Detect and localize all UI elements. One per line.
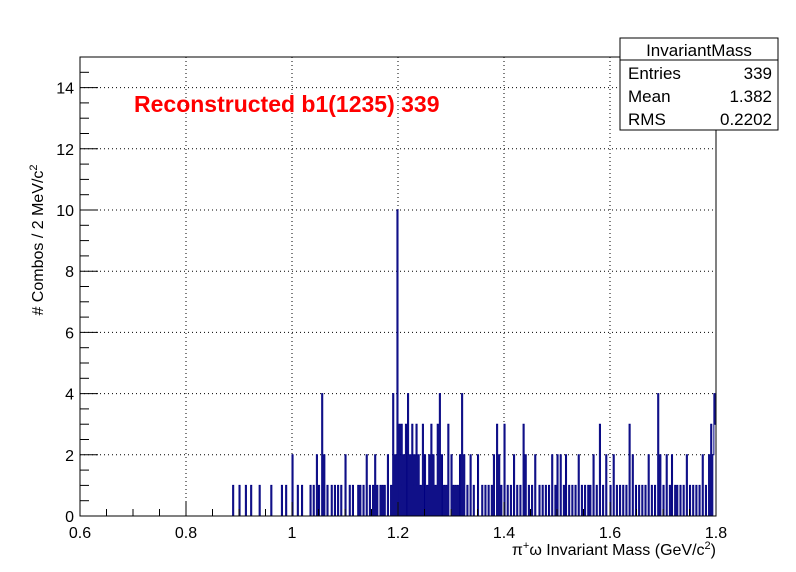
y-tick-label: 12 xyxy=(56,142,74,159)
x-axis-title: π+ω Invariant Mass (GeV/c2) xyxy=(512,540,716,559)
x-tick-label: 1.2 xyxy=(387,525,409,542)
stats-mean-label: Mean xyxy=(628,87,671,106)
y-axis-title: # Combos / 2 MeV/c2 xyxy=(28,164,47,315)
x-tick-label: 0.8 xyxy=(175,525,197,542)
grid-lines xyxy=(80,57,716,516)
y-tick-label: 6 xyxy=(65,325,74,342)
x-tick-label: 1.4 xyxy=(493,525,515,542)
y-tick-label: 2 xyxy=(65,448,74,465)
y-tick-label: 4 xyxy=(65,387,74,404)
y-tick-label: 8 xyxy=(65,264,74,281)
y-axis-ticks: 0 2 4 6 8 10 12 14 xyxy=(56,56,98,526)
y-tick-label: 14 xyxy=(56,81,74,98)
stats-rms-label: RMS xyxy=(628,110,666,129)
stats-box: InvariantMass Entries 339 Mean 1.382 RMS… xyxy=(619,37,779,131)
x-tick-label: 0.6 xyxy=(69,525,91,542)
x-tick-label: 1.6 xyxy=(599,525,621,542)
stats-entries-label: Entries xyxy=(628,64,681,83)
stats-entries-value: 339 xyxy=(744,64,772,83)
x-tick-label: 1.8 xyxy=(705,525,727,542)
stats-box-frame xyxy=(619,37,779,131)
stats-box-title: InvariantMass xyxy=(646,41,752,60)
y-tick-label: 0 xyxy=(65,509,74,526)
x-tick-label: 1 xyxy=(288,525,297,542)
y-tick-label: 10 xyxy=(56,203,74,220)
x-axis-ticks: 0.6 0.8 1 1.2 1.4 1.6 1.8 xyxy=(69,502,727,542)
stats-mean-value: 1.382 xyxy=(729,87,772,106)
histogram-annotation: Reconstructed b1(1235) 339 xyxy=(134,91,440,117)
stats-rms-value: 0.2202 xyxy=(720,110,772,129)
